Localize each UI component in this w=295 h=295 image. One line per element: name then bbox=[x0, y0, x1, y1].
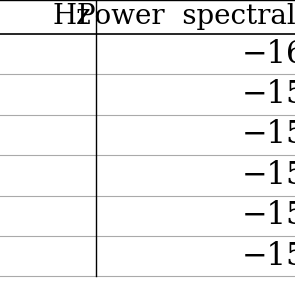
Text: Power  spectral  de: Power spectral de bbox=[77, 4, 295, 30]
Text: −150: −150 bbox=[241, 241, 295, 272]
Text: −157: −157 bbox=[241, 119, 295, 150]
Text: −158: −158 bbox=[241, 79, 295, 110]
Text: −150: −150 bbox=[241, 200, 295, 231]
Text: −153: −153 bbox=[241, 160, 295, 191]
Text: Hz: Hz bbox=[52, 4, 91, 30]
Text: −160: −160 bbox=[242, 39, 295, 70]
